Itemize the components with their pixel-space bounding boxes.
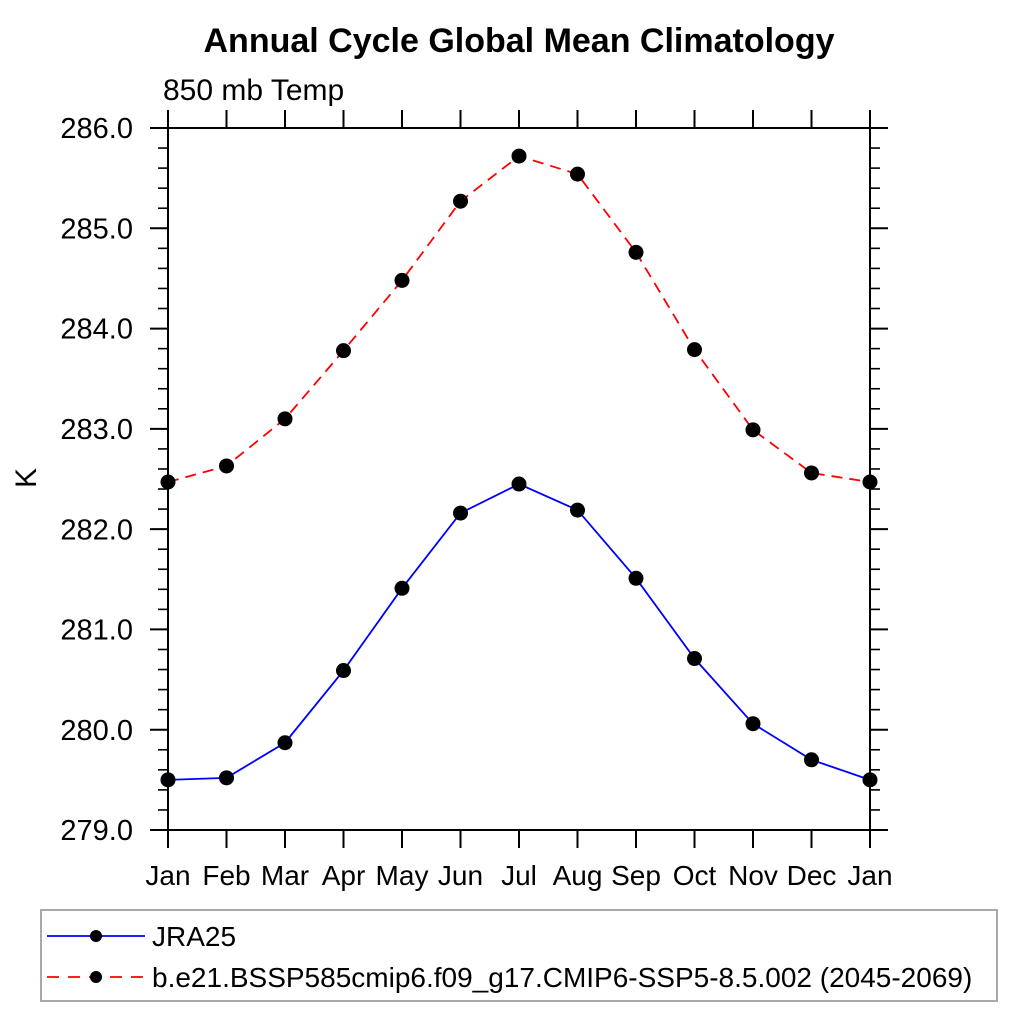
y-tick-label: 286.0 [60, 113, 133, 145]
data-point-marker [160, 474, 176, 490]
x-tick-label: Dec [787, 860, 837, 891]
y-tick-label: 280.0 [60, 715, 133, 747]
data-point-marker [219, 770, 234, 786]
data-point-marker [687, 342, 702, 358]
legend-marker-0 [90, 930, 102, 942]
y-tick-label: 285.0 [60, 213, 133, 245]
data-point-marker [745, 716, 761, 732]
data-point-marker [394, 580, 410, 596]
legend-marker-1 [90, 971, 102, 983]
legend-label-0: JRA25 [152, 921, 236, 952]
data-point-marker [745, 422, 761, 438]
y-tick-label: 284.0 [60, 314, 133, 346]
data-point-marker [862, 474, 878, 490]
plot-series [160, 148, 878, 788]
chart-subtitle: 850 mb Temp [163, 74, 344, 107]
y-tick-label: 279.0 [60, 815, 133, 847]
y-tick-label: 283.0 [60, 414, 133, 446]
x-tick-label: Jan [145, 860, 190, 891]
y-tick-label: 281.0 [60, 615, 133, 647]
data-point-marker [570, 502, 585, 518]
series-line-0 [167, 483, 871, 781]
data-point-marker [336, 663, 351, 679]
x-tick-label: Jan [847, 860, 892, 891]
data-point-marker [219, 458, 234, 474]
series-line-1 [167, 155, 871, 483]
x-tick-label: Feb [202, 860, 250, 891]
data-point-marker [628, 244, 644, 260]
data-point-marker [453, 505, 468, 521]
data-point-marker [453, 193, 468, 209]
data-point-marker [804, 465, 819, 481]
data-point-marker [277, 411, 293, 427]
legend-label-1: b.e21.BSSP585cmip6.f09_g17.CMIP6-SSP5-8.… [152, 962, 972, 993]
data-point-marker [862, 772, 878, 788]
data-point-marker [336, 343, 351, 359]
data-point-marker [804, 752, 819, 768]
x-tick-label: Aug [553, 860, 603, 891]
data-point-marker [277, 735, 293, 751]
x-tick-label: Mar [261, 860, 309, 891]
data-point-marker [570, 166, 585, 182]
y-tick-label: 282.0 [60, 514, 133, 546]
plot-axes: Jan Feb Mar Apr May Jun Jul Aug Sep Oct Nov Dec Jan 2… [60, 110, 893, 891]
x-tick-label: Oct [673, 860, 717, 891]
chart-title: Annual Cycle Global Mean Climatology [204, 22, 835, 60]
legend-box [40, 909, 998, 1002]
legend: JRA25 b.e21.BSSP585cmip6.f09_g17.CMIP6-SS… [40, 909, 998, 1002]
data-point-marker [687, 651, 702, 667]
data-point-marker [394, 272, 410, 288]
data-point-marker [160, 772, 176, 788]
data-point-marker [511, 476, 527, 492]
x-tick-label: Jul [501, 860, 537, 891]
x-tick-label: May [376, 860, 429, 891]
x-tick-label: Nov [728, 860, 778, 891]
data-point-marker [511, 148, 527, 164]
x-tick-label: Jun [438, 860, 483, 891]
x-tick-label: Sep [611, 860, 661, 891]
data-point-marker [628, 570, 644, 586]
y-axis-label: K [10, 468, 43, 488]
x-tick-label: Apr [322, 860, 366, 891]
